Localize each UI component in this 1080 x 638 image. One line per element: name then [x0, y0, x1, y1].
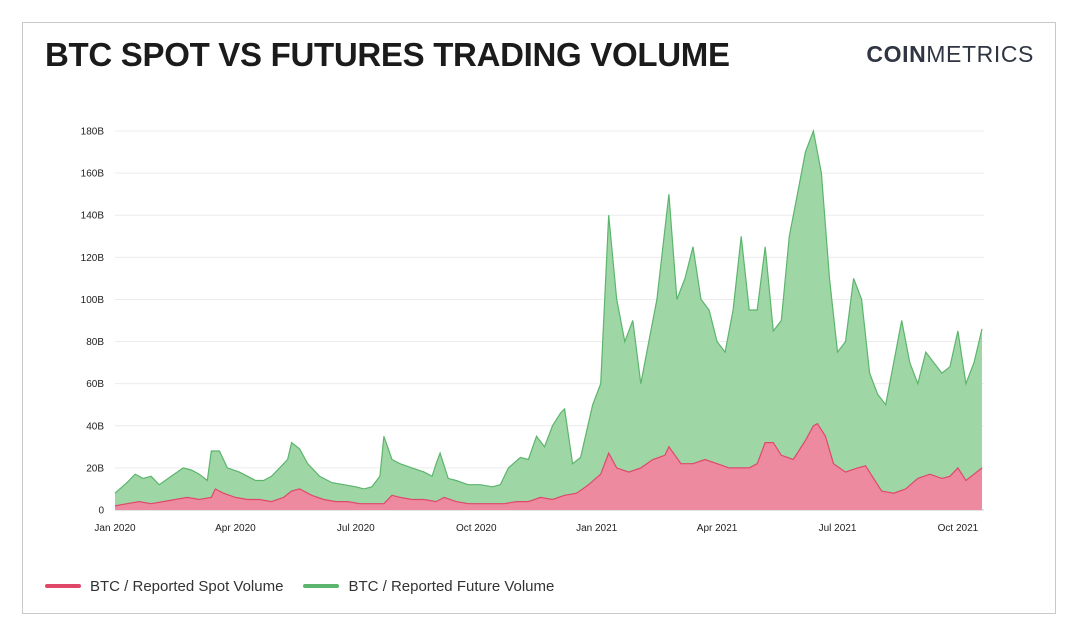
x-axis-ticks: Jan 2020 Apr 2020 Jul 2020 Oct 2020 Jan 2021… — [94, 523, 978, 534]
x-tick-label: Oct 2021 — [938, 523, 979, 534]
future-volume-area — [115, 131, 982, 510]
chart-title: BTC SPOT VS FUTURES TRADING VOLUME — [45, 36, 730, 73]
y-tick-label: 160B — [81, 169, 105, 180]
y-tick-label: 180B — [81, 127, 105, 138]
spot-volume-line — [114, 422, 983, 507]
x-tick-label: Apr 2020 — [215, 523, 256, 534]
legend-item-future[interactable]: BTC / Reported Future Volume — [303, 578, 554, 595]
y-tick-label: 20B — [86, 463, 104, 474]
legend-label-future: BTC / Reported Future Volume — [348, 577, 555, 595]
y-tick-label: 60B — [86, 379, 104, 390]
x-tick-label: Jan 2021 — [576, 523, 618, 534]
x-tick-label: Jul 2020 — [337, 523, 375, 534]
coinmetrics-logo: COINMETRICS — [866, 41, 1034, 68]
spot-volume-area — [115, 423, 982, 510]
legend-label-spot: BTC / Reported Spot Volume — [90, 577, 284, 595]
logo-text-light: METRICS — [926, 41, 1034, 67]
y-tick-label: 40B — [86, 421, 104, 432]
x-tick-label: Jan 2020 — [94, 523, 136, 534]
logo-text-bold: COIN — [866, 41, 927, 67]
legend: BTC / Reported Spot Volume BTC / Reporte… — [45, 575, 554, 597]
legend-swatch-spot — [45, 584, 81, 588]
x-tick-label: Oct 2020 — [456, 523, 497, 534]
series-areas — [114, 128, 983, 510]
legend-swatch-future — [303, 584, 340, 588]
y-tick-label: 0 — [98, 506, 104, 517]
x-tick-label: Jul 2021 — [819, 523, 857, 534]
chart-card — [22, 22, 1056, 614]
y-tick-label: 100B — [81, 295, 105, 306]
y-tick-label: 80B — [86, 337, 104, 348]
y-tick-label: 140B — [81, 211, 105, 222]
x-tick-label: Apr 2021 — [697, 523, 738, 534]
future-volume-line — [114, 128, 983, 494]
legend-item-spot[interactable]: BTC / Reported Spot Volume — [45, 578, 283, 595]
y-axis-ticks: 0 20B 40B 60B 80B 100B 120B 140B 160B 180B — [81, 127, 105, 517]
y-tick-label: 120B — [81, 253, 105, 264]
